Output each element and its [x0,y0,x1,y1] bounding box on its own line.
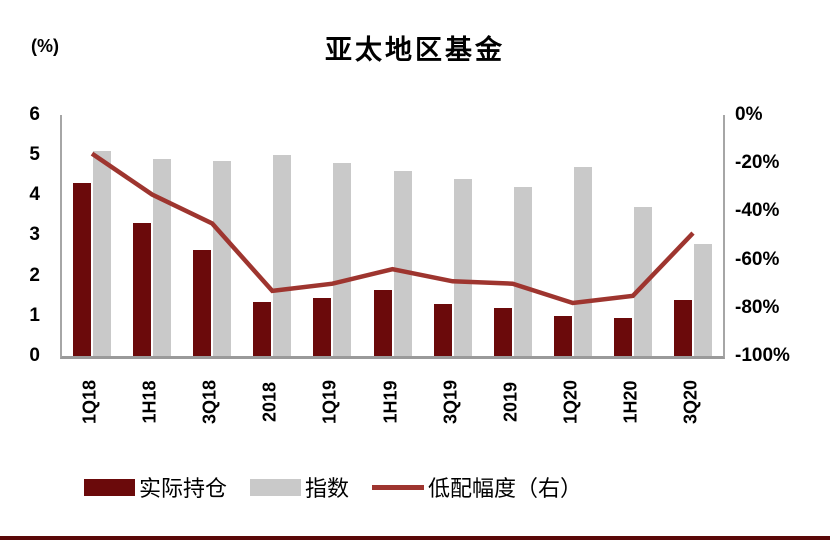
axis-tick-label: -80% [735,296,780,318]
axis-tick-label: -20% [735,152,780,174]
axis-tick-label: -60% [735,248,780,270]
x-axis-label: 2019 [500,381,521,423]
plot-area [60,115,725,359]
category-slot [122,115,182,356]
x-axis-slot: 1H19 [360,360,420,444]
category-slot [362,115,422,356]
x-axis-label: 3Q20 [680,379,701,425]
bar-index [513,187,532,356]
x-axis-slot: 1Q18 [60,360,120,444]
axis-tick-label: 4 [29,184,40,206]
left-axis-unit-label: (%) [31,36,59,56]
x-axis-slot: 3Q20 [661,360,721,444]
category-slot [543,115,603,356]
axis-tick-label: 0 [29,344,40,366]
category-slot [663,115,723,356]
bar-actual-holdings [73,183,92,356]
axis-tick-label: -100% [735,344,790,366]
x-axis-label: 3Q18 [199,379,220,425]
axis-tick-label: 3 [29,224,40,246]
bar-index [693,243,712,356]
x-axis-label: 1Q18 [79,379,100,425]
legend-item-index: 指数 [250,471,349,503]
bar-index [333,163,352,356]
right-axis-ticks: 0% -20% -40% -60% -80% -100% [735,104,827,367]
bar-actual-holdings [133,223,152,356]
bar-actual-holdings [433,303,452,356]
axis-tick-label: -40% [735,200,780,222]
x-axis-label: 1H20 [620,380,641,424]
legend-item-actual-holdings: 实际持仓 [84,471,227,503]
bar-actual-holdings [613,317,632,356]
x-axis-slot: 2019 [481,360,541,444]
x-axis-label: 1H18 [139,380,160,424]
axis-tick-label: 1 [29,304,40,326]
bar-index [93,151,112,356]
bar-actual-holdings [673,299,692,356]
x-axis-slot: 1H20 [601,360,661,444]
bar-actual-holdings [373,289,392,356]
left-axis-ticks: 6 5 4 3 2 1 0 [4,104,40,367]
category-slot [603,115,663,356]
bar-index [153,159,172,356]
x-axis-labels: 1Q18 1H18 3Q18 2018 1Q19 1H19 3Q19 2019 1Q20 1H20… [60,360,721,444]
bar-actual-holdings [253,301,272,356]
legend-label: 实际持仓 [139,477,228,502]
bar-index [633,207,652,356]
bar-actual-holdings [313,297,332,356]
bar-index [453,179,472,356]
axis-tick-label: 5 [29,144,40,166]
underweight-line-series [90,151,695,306]
x-axis-slot: 1Q20 [541,360,601,444]
legend-bar-swatch [84,478,135,496]
bar-actual-holdings [493,307,512,356]
category-slot [242,115,302,356]
bottom-divider [0,536,830,540]
x-axis-slot: 3Q19 [421,360,481,444]
bar-index [573,167,592,356]
category-slot [423,115,483,356]
axis-tick-label: 0% [735,104,763,125]
bar-index [273,155,292,356]
category-slot [182,115,242,356]
bar-index [213,161,232,356]
x-axis-slot: 1H18 [120,360,180,444]
x-axis-slot: 3Q18 [180,360,240,444]
legend-label: 低配幅度（右） [428,477,583,502]
category-slot [302,115,362,356]
legend-label: 指数 [305,477,350,502]
x-axis-label: 1Q19 [319,379,340,425]
category-slot [62,115,122,356]
legend-bar-swatch [250,478,302,496]
chart-title: 亚太地区基金 [325,35,505,66]
legend-line-swatch [372,484,425,490]
bar-index [393,171,412,356]
x-axis-slot: 1Q19 [300,360,360,444]
axis-tick-label: 2 [29,264,40,286]
bar-actual-holdings [553,315,572,356]
x-axis-label: 1H19 [380,380,401,424]
axis-tick-label: 6 [29,104,40,125]
bar-series-container [62,115,723,356]
category-slot [483,115,543,356]
x-axis-label: 3Q19 [440,379,461,425]
bar-actual-holdings [193,249,212,356]
legend-item-underweight-right: 低配幅度（右） [372,471,582,503]
x-axis-label: 2018 [259,381,280,423]
x-axis-label: 1Q20 [560,379,581,425]
x-axis-slot: 2018 [240,360,300,444]
legend: 实际持仓 指数 低配幅度（右） [84,472,605,502]
